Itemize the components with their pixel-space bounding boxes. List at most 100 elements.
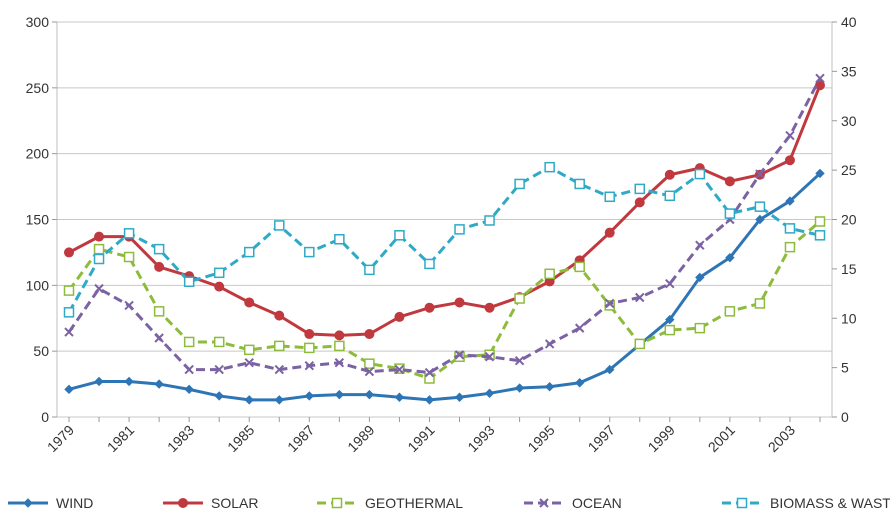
data-point <box>815 168 825 179</box>
data-point <box>64 247 74 258</box>
data-point <box>785 196 795 206</box>
y-tick-label: 150 <box>26 212 50 228</box>
data-point <box>454 392 465 402</box>
data-point <box>724 176 735 187</box>
y-tick-label: 250 <box>26 80 50 96</box>
data-point <box>153 306 165 317</box>
data-point <box>63 307 75 318</box>
data-point <box>754 298 766 309</box>
data-point <box>274 310 285 321</box>
x-tick-label: 1987 <box>284 422 317 455</box>
x-tick-label: 1999 <box>645 422 678 455</box>
legend-label: OCEAN <box>572 495 622 511</box>
series-lines <box>63 73 826 405</box>
data-point <box>784 155 795 166</box>
data-point <box>184 384 194 395</box>
data-point <box>454 350 465 360</box>
data-point <box>454 297 465 308</box>
data-point <box>725 252 735 263</box>
legend-swatch-marker <box>736 497 748 509</box>
data-point <box>484 349 495 361</box>
data-point <box>665 278 675 289</box>
y2-tick-label: 25 <box>841 162 857 178</box>
legend-swatch-marker <box>331 497 343 509</box>
x-tick-label: 1995 <box>524 422 557 455</box>
x-tick-label: 1989 <box>344 422 377 455</box>
data-point <box>574 378 585 388</box>
data-point <box>274 395 284 405</box>
data-point <box>124 300 134 311</box>
y2-tick-label: 35 <box>841 63 857 79</box>
x-tick-label: 1981 <box>104 422 137 455</box>
x-tick-label: 1983 <box>164 422 197 455</box>
legend-item: BIOMASS & WASTE <box>722 495 890 511</box>
data-point <box>214 281 225 292</box>
data-point <box>784 223 796 234</box>
data-point <box>214 391 224 401</box>
data-point <box>213 336 225 348</box>
data-point <box>634 197 645 208</box>
legend-item: GEOTHERMAL <box>317 495 463 511</box>
data-point <box>304 391 315 401</box>
series-ocean <box>64 73 825 378</box>
y2-tick-label: 5 <box>841 360 849 376</box>
legend-swatch-marker <box>178 498 188 508</box>
data-point <box>605 364 615 375</box>
data-point <box>694 168 706 180</box>
data-point <box>424 302 435 313</box>
data-point <box>484 352 495 362</box>
data-point <box>304 329 315 340</box>
legend-swatch-marker <box>539 498 549 508</box>
data-point <box>574 323 585 333</box>
data-point <box>183 276 195 287</box>
data-point <box>364 389 375 400</box>
y-tick-label: 50 <box>33 343 49 359</box>
data-point <box>544 268 555 280</box>
y-tick-label: 0 <box>41 409 49 425</box>
y-tick-label: 100 <box>26 277 50 293</box>
data-point <box>424 395 435 405</box>
data-point <box>755 169 765 179</box>
x-tick-label: 1993 <box>464 422 497 455</box>
y2-tick-label: 40 <box>841 14 857 30</box>
data-point <box>544 339 555 349</box>
y-axis-right: 0 5 10 15 20 25 30 35 40 <box>832 14 857 425</box>
data-point <box>664 190 676 202</box>
series-line <box>68 84 822 337</box>
data-point <box>93 243 105 255</box>
data-point <box>124 376 134 387</box>
data-point <box>724 208 736 219</box>
data-point <box>243 344 255 356</box>
series-solar <box>64 80 825 341</box>
data-point <box>394 392 405 402</box>
data-point <box>574 261 585 273</box>
data-point <box>695 240 705 250</box>
data-point <box>183 336 195 348</box>
data-point <box>514 293 525 304</box>
y-tick-label: 300 <box>26 14 50 30</box>
data-point <box>334 340 345 352</box>
data-point <box>93 253 105 265</box>
data-point <box>334 357 345 368</box>
data-point <box>364 264 375 276</box>
data-point <box>544 161 555 173</box>
data-point <box>154 261 165 272</box>
data-point <box>394 364 405 375</box>
gridlines <box>56 21 833 418</box>
data-point <box>634 183 646 195</box>
y2-tick-label: 10 <box>841 310 857 326</box>
data-point <box>64 327 74 337</box>
data-point <box>514 356 525 366</box>
data-point <box>334 330 345 341</box>
data-point <box>63 285 75 296</box>
data-point <box>544 382 555 392</box>
x-tick-label: 2001 <box>705 422 738 455</box>
data-point <box>665 314 675 325</box>
y2-tick-label: 15 <box>841 261 857 277</box>
y-tick-label: 200 <box>26 146 50 162</box>
data-point <box>784 241 796 253</box>
data-point <box>514 383 525 393</box>
x-tick-label: 1979 <box>44 422 77 455</box>
data-point <box>123 228 135 239</box>
data-point <box>184 364 194 375</box>
